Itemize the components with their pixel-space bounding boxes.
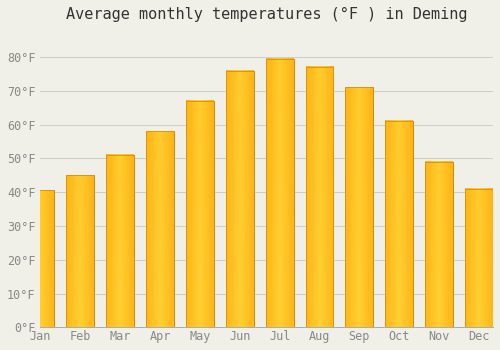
Bar (66, 175, 94, 327)
Bar (386, 121, 413, 327)
Bar (146, 131, 174, 327)
Bar (226, 71, 254, 327)
Bar (306, 67, 334, 327)
Bar (26, 190, 54, 327)
Bar (186, 101, 214, 327)
Bar (186, 101, 214, 327)
Bar (106, 155, 134, 327)
Bar (306, 67, 334, 327)
Bar (346, 88, 374, 327)
Bar (66, 175, 94, 327)
Bar (266, 59, 293, 327)
Bar (425, 162, 453, 327)
Bar (386, 121, 413, 327)
Bar (266, 59, 293, 327)
Bar (106, 155, 134, 327)
Bar (346, 88, 374, 327)
Bar (146, 131, 174, 327)
Bar (465, 189, 493, 327)
Title: Average monthly temperatures (°F ) in Deming: Average monthly temperatures (°F ) in De… (66, 7, 468, 22)
Bar (465, 189, 493, 327)
Bar (425, 162, 453, 327)
Bar (226, 71, 254, 327)
Bar (26, 190, 54, 327)
